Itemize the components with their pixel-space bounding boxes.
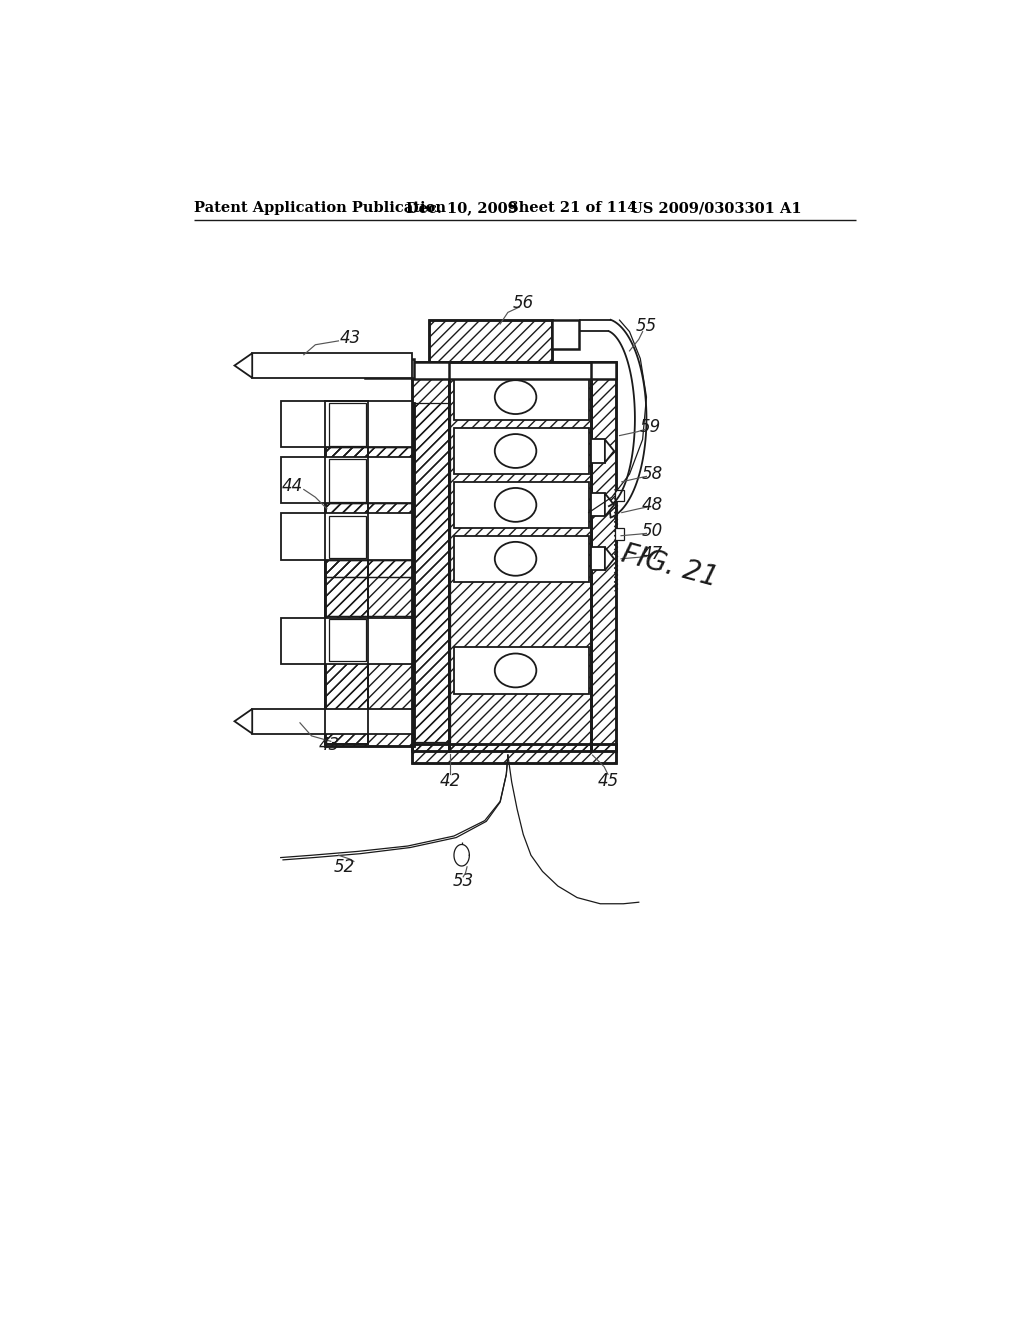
Bar xyxy=(326,401,368,743)
Bar xyxy=(330,620,413,663)
Bar xyxy=(429,321,552,363)
Bar xyxy=(281,618,412,664)
Ellipse shape xyxy=(495,380,537,414)
Bar xyxy=(281,457,412,503)
Bar xyxy=(414,404,451,742)
Bar xyxy=(330,459,367,502)
Bar xyxy=(326,615,414,632)
Text: 42: 42 xyxy=(439,772,461,789)
Bar xyxy=(412,743,615,763)
Bar xyxy=(326,560,414,577)
Text: Patent Application Publication: Patent Application Publication xyxy=(194,202,445,215)
Bar xyxy=(252,709,412,734)
Bar xyxy=(412,363,449,751)
Text: 58: 58 xyxy=(641,465,663,483)
Bar xyxy=(326,401,368,743)
Bar xyxy=(252,354,412,378)
Bar xyxy=(591,363,615,751)
Bar xyxy=(591,440,605,462)
Polygon shape xyxy=(234,709,252,734)
Bar xyxy=(552,321,579,350)
Bar xyxy=(330,461,413,503)
Polygon shape xyxy=(234,354,252,378)
Bar xyxy=(330,516,367,558)
Bar xyxy=(326,404,414,746)
Bar xyxy=(366,359,414,378)
Text: FIG. 21: FIG. 21 xyxy=(618,540,721,593)
Bar xyxy=(330,405,413,447)
Bar xyxy=(326,404,414,746)
Bar xyxy=(326,503,414,520)
Bar xyxy=(330,619,367,661)
Bar xyxy=(281,401,412,447)
Bar xyxy=(454,536,589,582)
Text: 43: 43 xyxy=(318,737,340,754)
Bar xyxy=(591,494,605,516)
Polygon shape xyxy=(605,440,614,462)
Text: 50: 50 xyxy=(641,523,663,540)
Bar xyxy=(330,404,367,446)
Bar xyxy=(454,374,589,420)
Text: 45: 45 xyxy=(597,772,618,789)
Text: 53: 53 xyxy=(453,871,474,890)
Text: Dec. 10, 2009: Dec. 10, 2009 xyxy=(407,202,518,215)
Bar xyxy=(330,517,413,560)
Bar xyxy=(454,482,589,528)
Polygon shape xyxy=(605,494,614,516)
Text: 55: 55 xyxy=(636,317,657,335)
Bar xyxy=(281,513,412,560)
Bar xyxy=(614,490,625,502)
Text: 56: 56 xyxy=(513,294,534,312)
Bar xyxy=(326,447,414,465)
Ellipse shape xyxy=(495,434,537,469)
Ellipse shape xyxy=(495,653,537,688)
Text: 52: 52 xyxy=(334,858,355,875)
Bar xyxy=(326,615,414,632)
Text: US 2009/0303301 A1: US 2009/0303301 A1 xyxy=(630,202,801,215)
Bar xyxy=(326,560,414,577)
Bar xyxy=(326,447,414,465)
Bar xyxy=(454,428,589,474)
Bar xyxy=(412,363,615,379)
Text: 48: 48 xyxy=(641,496,663,513)
Bar xyxy=(449,363,591,751)
Text: 59: 59 xyxy=(640,418,660,436)
Text: 47: 47 xyxy=(641,545,663,564)
Text: Sheet 21 of 114: Sheet 21 of 114 xyxy=(508,202,637,215)
Bar xyxy=(429,321,552,363)
Polygon shape xyxy=(605,548,614,570)
Bar xyxy=(591,548,605,570)
Bar xyxy=(591,363,615,751)
Ellipse shape xyxy=(495,543,537,576)
Bar xyxy=(614,528,625,540)
Bar xyxy=(412,363,449,751)
Ellipse shape xyxy=(495,488,537,521)
Bar xyxy=(326,503,414,520)
Text: 43: 43 xyxy=(339,329,360,347)
Bar xyxy=(412,743,615,763)
Bar xyxy=(449,363,591,751)
Text: 44: 44 xyxy=(282,477,303,495)
Bar xyxy=(454,647,589,693)
